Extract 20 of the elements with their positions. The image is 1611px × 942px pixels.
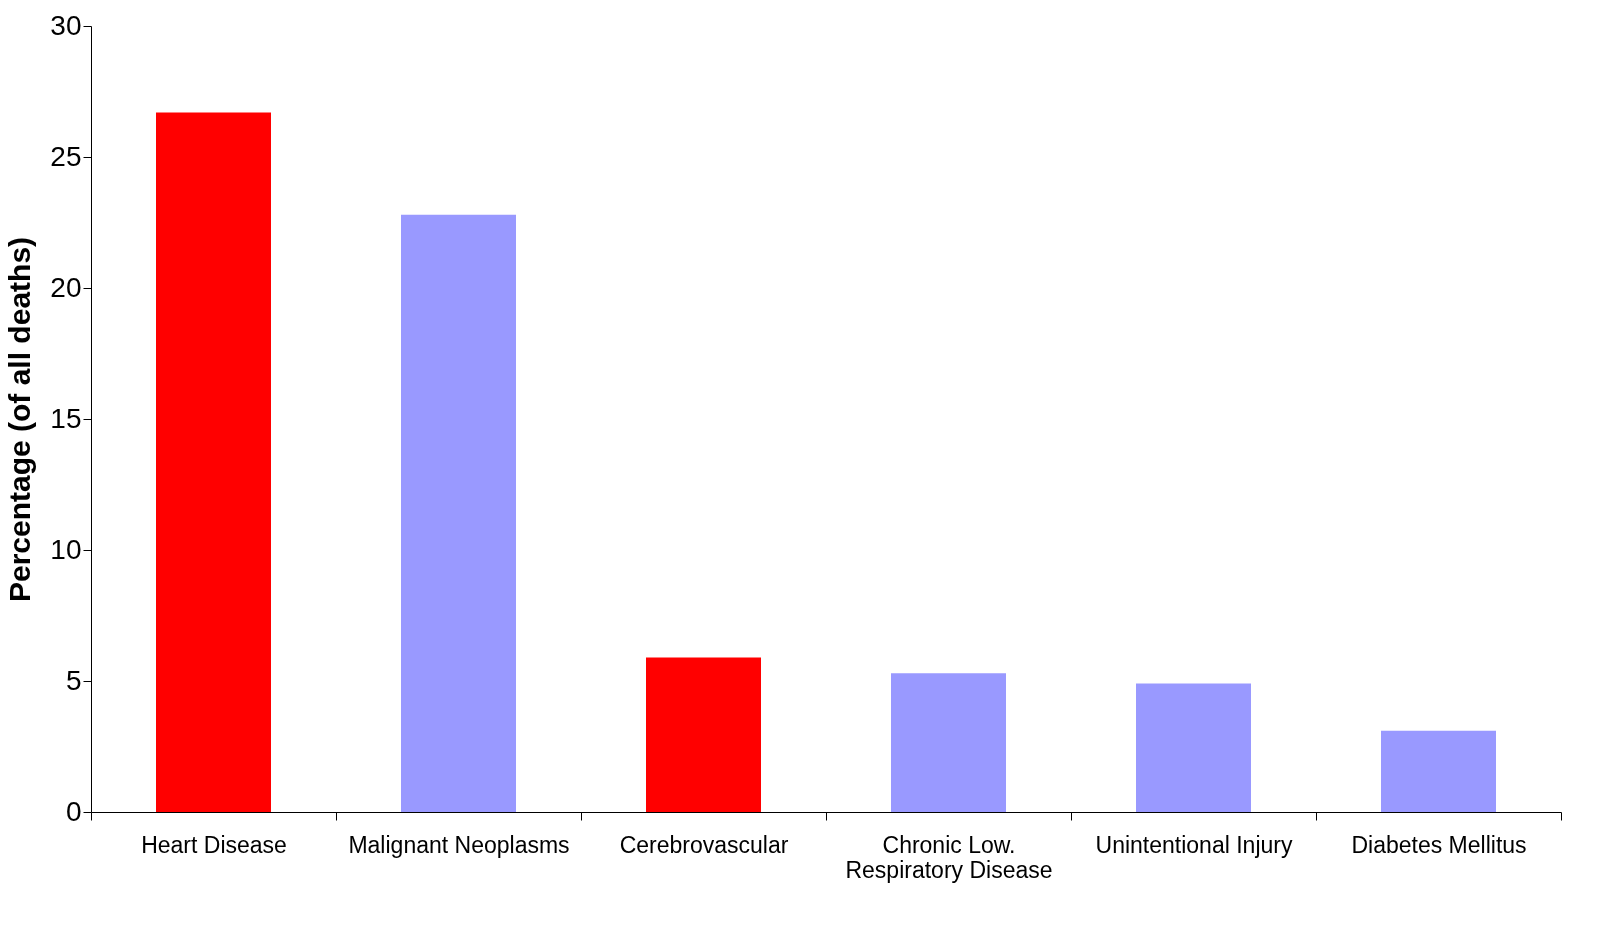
bar — [1381, 730, 1496, 812]
y-tick-label: 20 — [50, 271, 82, 303]
x-tick-label: Diabetes Mellitus — [1351, 831, 1527, 858]
y-tick-label: 0 — [65, 795, 82, 827]
x-tick-label: Unintentional Injury — [1095, 831, 1293, 858]
x-tick-label: Cerebrovascular — [619, 831, 789, 858]
y-tick-label: 15 — [50, 402, 82, 434]
y-tick-label: 25 — [50, 140, 82, 172]
bar — [891, 673, 1006, 812]
y-tick-label: 5 — [65, 664, 82, 696]
y-axis-title: Percentage (of all deaths) — [3, 236, 37, 603]
x-tick-label: Heart Disease — [141, 831, 287, 858]
bar — [156, 112, 271, 812]
x-tick-label: Malignant Neoplasms — [348, 831, 570, 858]
x-tick-label: Chronic Low. Respiratory Disease — [845, 831, 1053, 883]
y-tick-label: 30 — [50, 9, 82, 41]
y-tick-label: 10 — [50, 533, 82, 565]
bar — [401, 214, 516, 812]
bar — [646, 657, 761, 812]
bar — [1136, 683, 1251, 812]
